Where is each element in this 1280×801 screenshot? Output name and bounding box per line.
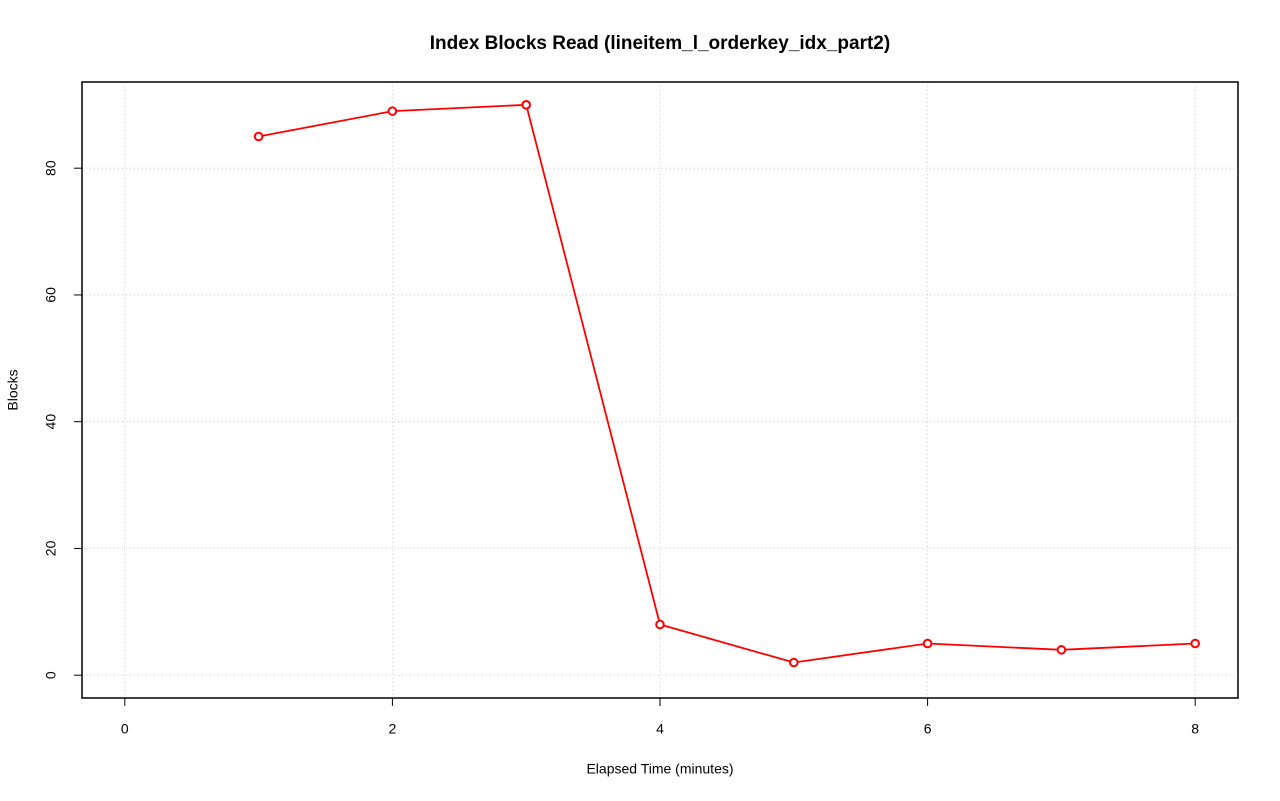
y-tick-label: 20 [43,540,59,556]
point [521,100,532,110]
series-line [258,103,1196,664]
plot-frame [81,81,1239,699]
y-tick-label: 0 [43,671,59,679]
y-tick-label: 40 [43,414,59,430]
point [253,131,264,142]
x-tick-label: 6 [924,721,932,737]
x-axis-label: Elapsed Time (minutes) [586,761,733,777]
point [387,106,398,116]
x-tick-label: 0 [121,721,129,737]
point [788,657,799,668]
point [1056,645,1067,655]
point [1190,638,1200,649]
y-axis-label: Blocks [5,369,21,410]
point [922,638,933,649]
y-tick-label: 60 [43,287,59,303]
y-tick-label: 80 [43,160,59,176]
chart-title: Index Blocks Read (lineitem_l_orderkey_i… [430,33,890,54]
x-tick-label: 8 [1191,721,1199,737]
point [655,619,665,630]
x-tick-label: 4 [656,721,664,737]
x-tick-label: 2 [389,721,397,737]
